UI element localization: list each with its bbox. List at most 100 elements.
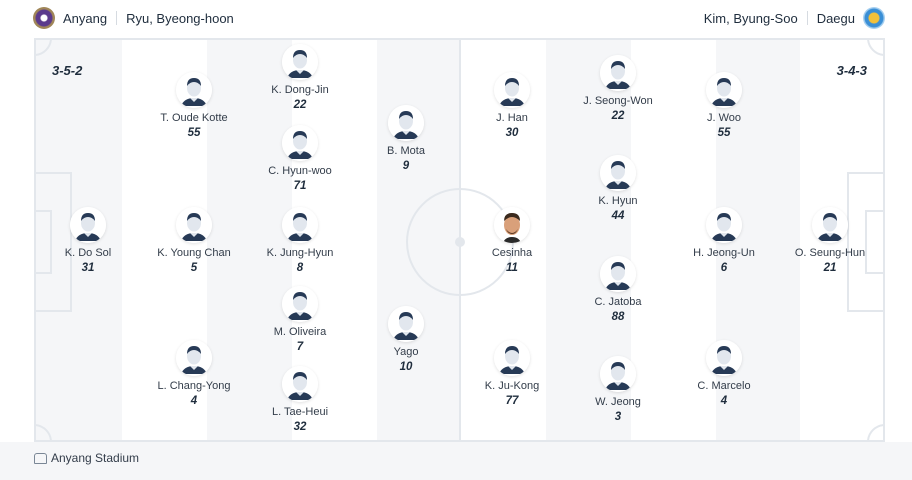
player-number: 22 (293, 99, 307, 111)
player-avatar[interactable] (494, 207, 530, 243)
player-avatar[interactable] (388, 105, 424, 141)
player[interactable]: K. Young Chan 5 (139, 207, 249, 274)
center-spot (455, 237, 465, 247)
player-avatar[interactable] (812, 207, 848, 243)
player-avatar[interactable] (70, 207, 106, 243)
player-number: 77 (505, 395, 519, 407)
player-name[interactable]: O. Seung-Hun (794, 247, 866, 259)
home-goal-area (36, 210, 52, 274)
home-team-name[interactable]: Anyang (63, 10, 108, 26)
player[interactable]: C. Jatoba 88 (563, 256, 673, 323)
away-coach[interactable]: Kim, Byung-Soo (703, 10, 798, 26)
player-name[interactable]: T. Oude Kotte (160, 112, 228, 124)
player-avatar[interactable] (176, 72, 212, 108)
player-avatar[interactable] (600, 356, 636, 392)
player-name[interactable]: C. Hyun-woo (268, 165, 332, 177)
player[interactable]: O. Seung-Hun 21 (775, 207, 885, 274)
player-number: 3 (614, 411, 622, 423)
player[interactable]: J. Han 30 (457, 72, 567, 139)
player-name[interactable]: L. Chang-Yong (157, 380, 231, 392)
lineup-header: Anyang Ryu, Byeong-hoon Kim, Byung-Soo D… (0, 0, 912, 36)
player-number: 31 (81, 262, 95, 274)
player-number: 55 (187, 127, 201, 139)
player-name[interactable]: K. Ju-Kong (484, 380, 540, 392)
player-name[interactable]: W. Jeong (595, 396, 641, 408)
away-team-logo (863, 7, 885, 29)
venue-name: Anyang Stadium (51, 451, 140, 465)
divider (806, 11, 808, 25)
player[interactable]: H. Jeong-Un 6 (669, 207, 779, 274)
player-avatar[interactable] (282, 366, 318, 402)
player-name[interactable]: K. Hyun (598, 195, 638, 207)
home-team-logo (33, 7, 55, 29)
venue: Anyang Stadium (34, 451, 139, 465)
player[interactable]: Cesinha 11 (457, 207, 567, 274)
player[interactable]: M. Oliveira 7 (245, 286, 355, 353)
player-avatar[interactable] (282, 286, 318, 322)
pitch: 3-5-2 3-4-3 (34, 38, 885, 442)
player-name[interactable]: J. Seong-Won (583, 95, 653, 107)
player[interactable]: J. Seong-Won 22 (563, 55, 673, 122)
player-number: 21 (823, 262, 837, 274)
player-name[interactable]: C. Jatoba (594, 296, 642, 308)
player[interactable]: K. Jung-Hyun 8 (245, 207, 355, 274)
player[interactable]: C. Marcelo 4 (669, 340, 779, 407)
player[interactable]: B. Mota 9 (351, 105, 461, 172)
player-name[interactable]: Yago (393, 346, 419, 358)
player[interactable]: K. Do Sol 31 (33, 207, 143, 274)
player-avatar[interactable] (706, 340, 742, 376)
player[interactable]: W. Jeong 3 (563, 356, 673, 423)
player-number: 30 (505, 127, 519, 139)
player[interactable]: J. Woo 55 (669, 72, 779, 139)
home-coach[interactable]: Ryu, Byeong-hoon (126, 10, 234, 26)
player-avatar[interactable] (282, 44, 318, 80)
stadium-icon (34, 452, 47, 464)
player[interactable]: K. Dong-Jin 22 (245, 44, 355, 111)
player-name[interactable]: K. Do Sol (64, 247, 112, 259)
player[interactable]: L. Chang-Yong 4 (139, 340, 249, 407)
away-team: Kim, Byung-Soo Daegu (704, 7, 885, 29)
player[interactable]: C. Hyun-woo 71 (245, 125, 355, 192)
player-number: 10 (399, 361, 413, 373)
player[interactable]: K. Ju-Kong 77 (457, 340, 567, 407)
player-name[interactable]: K. Dong-Jin (271, 84, 329, 96)
player[interactable]: L. Tae-Heui 32 (245, 366, 355, 433)
player-avatar[interactable] (176, 340, 212, 376)
player-number: 88 (611, 311, 625, 323)
player-number: 32 (293, 421, 307, 433)
player-avatar[interactable] (176, 207, 212, 243)
player-number: 8 (296, 262, 304, 274)
player-name[interactable]: J. Han (496, 112, 528, 124)
player[interactable]: T. Oude Kotte 55 (139, 72, 249, 139)
player-number: 22 (611, 110, 625, 122)
away-formation: 3-4-3 (836, 63, 867, 78)
player-number: 5 (190, 262, 198, 274)
player-avatar[interactable] (706, 207, 742, 243)
player-name[interactable]: K. Young Chan (157, 247, 231, 259)
player-number: 9 (402, 160, 410, 172)
player-number: 4 (190, 395, 198, 407)
player[interactable]: K. Hyun 44 (563, 155, 673, 222)
player-name[interactable]: Cesinha (491, 247, 533, 259)
player-avatar[interactable] (494, 72, 530, 108)
player-name[interactable]: M. Oliveira (273, 326, 327, 338)
player-avatar[interactable] (600, 256, 636, 292)
player-number: 6 (720, 262, 728, 274)
divider (116, 11, 118, 25)
player-name[interactable]: B. Mota (387, 145, 425, 157)
player-avatar[interactable] (282, 125, 318, 161)
player-name[interactable]: J. Woo (706, 112, 742, 124)
player-name[interactable]: H. Jeong-Un (693, 247, 755, 259)
player-number: 11 (506, 262, 518, 274)
player-avatar[interactable] (388, 306, 424, 342)
player-name[interactable]: K. Jung-Hyun (266, 247, 334, 259)
player-name[interactable]: L. Tae-Heui (271, 406, 329, 418)
player-avatar[interactable] (600, 55, 636, 91)
player-avatar[interactable] (282, 207, 318, 243)
player-name[interactable]: C. Marcelo (697, 380, 751, 392)
player-avatar[interactable] (600, 155, 636, 191)
away-team-name[interactable]: Daegu (816, 10, 855, 26)
player[interactable]: Yago 10 (351, 306, 461, 373)
player-avatar[interactable] (494, 340, 530, 376)
player-avatar[interactable] (706, 72, 742, 108)
